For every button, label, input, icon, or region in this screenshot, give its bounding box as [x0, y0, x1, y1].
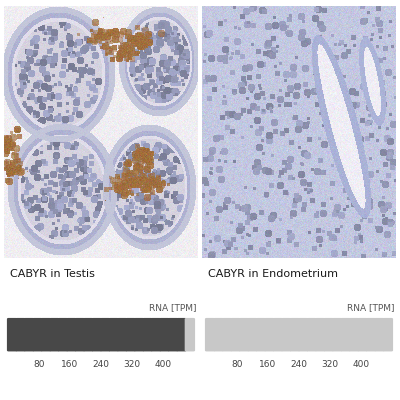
FancyBboxPatch shape — [126, 318, 136, 352]
FancyBboxPatch shape — [374, 318, 385, 352]
FancyBboxPatch shape — [290, 318, 300, 352]
FancyBboxPatch shape — [185, 318, 195, 352]
FancyBboxPatch shape — [306, 318, 317, 352]
FancyBboxPatch shape — [41, 318, 51, 352]
FancyBboxPatch shape — [83, 318, 94, 352]
FancyBboxPatch shape — [100, 318, 110, 352]
FancyBboxPatch shape — [134, 318, 144, 352]
FancyBboxPatch shape — [264, 318, 274, 352]
FancyBboxPatch shape — [349, 318, 359, 352]
FancyBboxPatch shape — [205, 318, 215, 352]
FancyBboxPatch shape — [230, 318, 241, 352]
FancyBboxPatch shape — [273, 318, 283, 352]
Text: 160: 160 — [61, 360, 78, 369]
FancyBboxPatch shape — [151, 318, 161, 352]
Text: 400: 400 — [352, 360, 370, 369]
FancyBboxPatch shape — [247, 318, 258, 352]
FancyBboxPatch shape — [24, 318, 34, 352]
Text: 80: 80 — [231, 360, 243, 369]
Text: 80: 80 — [33, 360, 45, 369]
FancyBboxPatch shape — [222, 318, 232, 352]
FancyBboxPatch shape — [315, 318, 325, 352]
FancyBboxPatch shape — [256, 318, 266, 352]
FancyBboxPatch shape — [213, 318, 224, 352]
Text: 400: 400 — [154, 360, 172, 369]
Text: RNA [TPM]: RNA [TPM] — [148, 303, 196, 312]
FancyBboxPatch shape — [168, 318, 178, 352]
FancyBboxPatch shape — [108, 318, 119, 352]
FancyBboxPatch shape — [340, 318, 351, 352]
Text: CABYR in Testis: CABYR in Testis — [10, 269, 95, 279]
FancyBboxPatch shape — [176, 318, 187, 352]
FancyBboxPatch shape — [298, 318, 308, 352]
FancyBboxPatch shape — [142, 318, 153, 352]
Text: 240: 240 — [92, 360, 110, 369]
FancyBboxPatch shape — [58, 318, 68, 352]
FancyBboxPatch shape — [159, 318, 170, 352]
Text: 240: 240 — [290, 360, 308, 369]
FancyBboxPatch shape — [32, 318, 43, 352]
FancyBboxPatch shape — [357, 318, 368, 352]
FancyBboxPatch shape — [66, 318, 76, 352]
FancyBboxPatch shape — [92, 318, 102, 352]
Text: CABYR in Endometrium: CABYR in Endometrium — [208, 269, 338, 279]
FancyBboxPatch shape — [49, 318, 60, 352]
FancyBboxPatch shape — [75, 318, 85, 352]
Text: 320: 320 — [124, 360, 141, 369]
Text: 160: 160 — [259, 360, 276, 369]
FancyBboxPatch shape — [15, 318, 26, 352]
FancyBboxPatch shape — [7, 318, 17, 352]
Text: 320: 320 — [322, 360, 339, 369]
FancyBboxPatch shape — [117, 318, 127, 352]
FancyBboxPatch shape — [332, 318, 342, 352]
FancyBboxPatch shape — [324, 318, 334, 352]
Text: RNA [TPM]: RNA [TPM] — [346, 303, 394, 312]
FancyBboxPatch shape — [281, 318, 292, 352]
FancyBboxPatch shape — [383, 318, 393, 352]
FancyBboxPatch shape — [239, 318, 249, 352]
FancyBboxPatch shape — [366, 318, 376, 352]
